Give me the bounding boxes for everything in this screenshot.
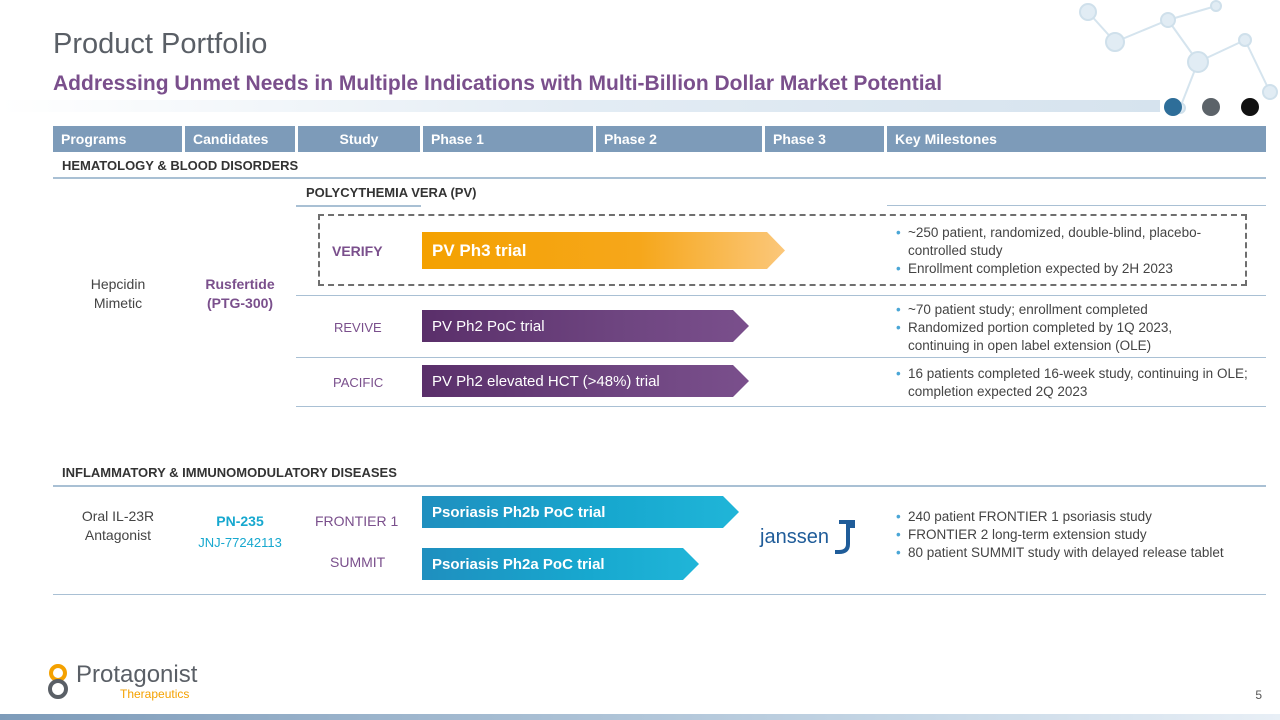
study-verify: VERIFY	[332, 243, 383, 259]
study-frontier1: FRONTIER 1	[315, 513, 399, 529]
trial-arrow-revive: PV Ph2 PoC trial	[422, 310, 749, 342]
janssen-logo-mark	[834, 520, 855, 554]
subsection-label-pv: POLYCYTHEMIA VERA (PV)	[306, 185, 477, 200]
accent-dot-gray	[1202, 98, 1220, 116]
trial-arrow-summit: Psoriasis Ph2a PoC trial	[422, 548, 699, 580]
milestone-item: FRONTIER 2 long-term extension study	[896, 526, 1266, 544]
section-divider	[53, 177, 1266, 179]
page-subtitle: Addressing Unmet Needs in Multiple Indic…	[53, 72, 943, 95]
trial-label-summit: Psoriasis Ph2a PoC trial	[432, 555, 605, 573]
accent-dot-blue	[1164, 98, 1182, 116]
col-header-programs: Programs	[53, 126, 182, 152]
program-hepcidin-mimetic: Hepcidin Mimetic	[60, 275, 176, 313]
protagonist-logo: Protagonist Therapeutics	[44, 662, 197, 702]
janssen-logo: janssen	[760, 518, 857, 556]
col-header-key-milestones: Key Milestones	[887, 126, 1266, 152]
program-line-1: Hepcidin	[90, 276, 146, 292]
candidate-line-1: Rusfertide	[205, 276, 275, 292]
trial-label-verify: PV Ph3 trial	[432, 240, 527, 260]
milestone-item: 16 patients completed 16-week study, con…	[896, 365, 1251, 401]
milestone-item: ~70 patient study; enrollment completed	[896, 301, 1236, 319]
row-divider	[296, 295, 1266, 296]
milestones-verify: ~250 patient, randomized, double-blind, …	[896, 224, 1236, 278]
col-header-phase2: Phase 2	[596, 126, 762, 152]
molecule-decoration	[1079, 0, 1278, 114]
milestone-item: Enrollment completion expected by 2H 202…	[896, 260, 1236, 278]
title-band	[0, 100, 1160, 112]
candidate-alt-name: JNJ-77242113	[198, 535, 282, 550]
logo-subtitle: Therapeutics	[120, 687, 190, 701]
subsection-underline	[296, 205, 421, 207]
study-summit: SUMMIT	[330, 554, 386, 570]
protagonist-logo-mark	[48, 664, 68, 699]
trial-arrow-pacific: PV Ph2 elevated HCT (>48%) trial	[422, 365, 749, 397]
candidate-name: PN-235	[216, 513, 264, 529]
milestone-item: 80 patient SUMMIT study with delayed rel…	[896, 544, 1266, 562]
milestone-item: Randomized portion completed by 1Q 2023,…	[896, 319, 1236, 355]
trial-label-pacific: PV Ph2 elevated HCT (>48%) trial	[432, 372, 660, 390]
candidate-line-2: (PTG-300)	[206, 295, 274, 311]
milestones-revive: ~70 patient study; enrollment completed …	[896, 301, 1236, 355]
milestones-pn235: 240 patient FRONTIER 1 psoriasis study F…	[896, 508, 1266, 562]
page-number: 5	[1255, 688, 1262, 702]
row-divider	[53, 594, 1266, 595]
program-il23r-antagonist: Oral IL-23R Antagonist	[60, 507, 176, 545]
program-line-2: Mimetic	[93, 295, 143, 311]
trial-arrow-verify: PV Ph3 trial	[422, 232, 785, 269]
col-header-phase1: Phase 1	[423, 126, 593, 152]
study-revive: REVIVE	[334, 320, 382, 335]
milestone-item: ~250 patient, randomized, double-blind, …	[896, 224, 1236, 260]
section-divider	[53, 485, 1266, 487]
row-divider	[296, 406, 1266, 407]
footer-bar	[0, 714, 1280, 720]
program-line-2: Antagonist	[84, 527, 152, 543]
col-header-study: Study	[298, 126, 420, 152]
study-pacific: PACIFIC	[333, 375, 384, 390]
accent-dot-black	[1241, 98, 1259, 116]
milestone-top-line	[887, 205, 1266, 206]
program-line-1: Oral IL-23R	[81, 508, 155, 524]
row-divider	[296, 357, 1266, 358]
logo-name: Protagonist	[76, 661, 198, 688]
col-header-candidates: Candidates	[185, 126, 295, 152]
milestones-pacific: 16 patients completed 16-week study, con…	[896, 365, 1251, 401]
candidate-rusfertide: Rusfertide (PTG-300)	[185, 275, 295, 313]
trial-arrow-frontier1: Psoriasis Ph2b PoC trial	[422, 496, 739, 528]
section-label-inflammatory: INFLAMMATORY & IMMUNOMODULATORY DISEASES	[62, 465, 397, 480]
candidate-pn235: PN-235 JNJ-77242113	[185, 512, 295, 552]
page-title: Product Portfolio	[53, 28, 268, 60]
trial-label-frontier1: Psoriasis Ph2b PoC trial	[432, 503, 606, 521]
milestone-item: 240 patient FRONTIER 1 psoriasis study	[896, 508, 1266, 526]
verify-highlight-box	[318, 214, 1247, 286]
trial-label-revive: PV Ph2 PoC trial	[432, 317, 545, 335]
section-label-hematology: HEMATOLOGY & BLOOD DISORDERS	[62, 158, 299, 173]
col-header-phase3: Phase 3	[765, 126, 884, 152]
janssen-logo-text: janssen	[760, 525, 829, 548]
